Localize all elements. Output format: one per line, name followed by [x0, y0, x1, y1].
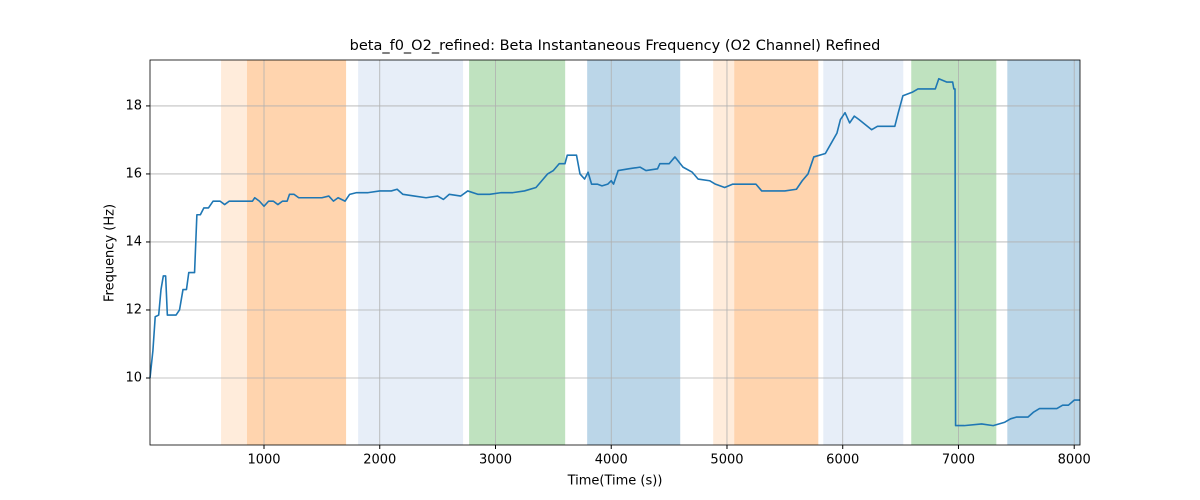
x-tick-label: 3000 — [479, 453, 512, 468]
plot-frame — [149, 59, 1081, 446]
x-tick-label: 6000 — [826, 453, 859, 468]
shaded-span — [734, 60, 819, 445]
x-tick-label: 7000 — [942, 453, 975, 468]
shaded-span — [823, 60, 904, 445]
x-tick-label: 5000 — [710, 453, 743, 468]
shaded-span — [469, 60, 566, 445]
shaded-span — [358, 60, 464, 445]
data-line — [149, 77, 1080, 427]
x-tick-label: 1000 — [247, 453, 280, 468]
y-tick-label: 10 — [125, 370, 142, 385]
x-tick-label: 4000 — [595, 453, 628, 468]
x-axis-label: Time(Time (s)) — [567, 474, 663, 489]
chart-title: beta_f0_O2_refined: Beta Instantaneous F… — [350, 38, 881, 54]
shaded-span — [911, 60, 997, 445]
y-tick-label: 12 — [125, 302, 142, 317]
shaded-span — [221, 60, 347, 445]
shaded-span — [246, 60, 347, 445]
x-tick-label: 2000 — [363, 453, 396, 468]
y-tick-label: 18 — [125, 98, 142, 113]
y-tick-label: 16 — [125, 166, 142, 181]
shaded-span — [587, 60, 681, 445]
y-tick-label: 14 — [125, 234, 142, 249]
shaded-span — [713, 60, 819, 445]
x-tick-label: 8000 — [1058, 453, 1091, 468]
y-axis-label: Frequency (Hz) — [103, 204, 118, 302]
shaded-span — [1007, 60, 1080, 445]
